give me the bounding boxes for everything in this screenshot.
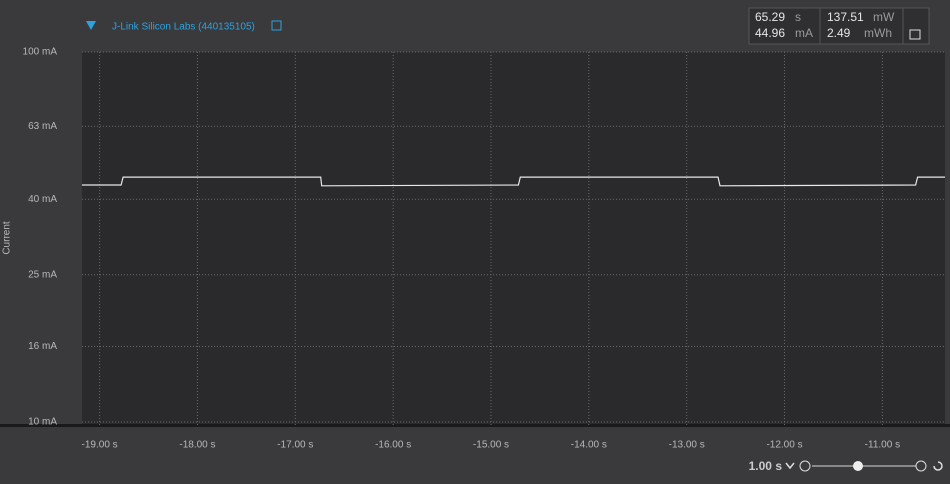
y-tick-label: 63 mA — [28, 121, 57, 132]
stat-unit: mWh — [864, 26, 892, 40]
plot-area — [82, 52, 945, 425]
y-tick-label: 25 mA — [28, 269, 57, 280]
device-menu[interactable] — [271, 20, 282, 31]
zoom-out[interactable] — [799, 460, 811, 472]
y-tick-label: 16 mA — [28, 341, 57, 352]
stat-value: 65.29 — [755, 10, 785, 24]
stat-value: 137.51 — [827, 10, 864, 24]
stat-unit: mW — [873, 10, 895, 24]
device-name[interactable]: J-Link Silicon Labs (440135105) — [112, 22, 255, 33]
x-tick-label: -15.00 s — [473, 440, 509, 451]
zoom-label: 1.00 s — [749, 459, 783, 473]
y-tick-label: 100 mA — [23, 47, 58, 58]
export-button[interactable] — [909, 29, 921, 40]
y-tick-label: 40 mA — [28, 194, 57, 205]
zoom-slider[interactable] — [853, 461, 863, 471]
zoom-menu[interactable] — [785, 462, 795, 470]
stat-value: 44.96 — [755, 26, 785, 40]
x-tick-label: -11.00 s — [865, 440, 900, 451]
y-axis-label: Current — [2, 221, 13, 255]
stat-value: 2.49 — [827, 26, 851, 40]
x-tick-label: -16.00 s — [375, 440, 411, 451]
zoom-in[interactable] — [915, 460, 927, 472]
collapse-icon[interactable] — [86, 21, 96, 30]
x-tick-label: -13.00 s — [669, 440, 705, 451]
y-tick-label: 10 mA — [28, 417, 57, 428]
stat-unit: mA — [795, 26, 813, 40]
stat-unit: s — [795, 10, 801, 24]
x-tick-label: -12.00 s — [766, 440, 802, 451]
x-tick-label: -18.00 s — [179, 440, 215, 451]
stats-box — [748, 7, 930, 45]
x-tick-label: -14.00 s — [571, 440, 607, 451]
current-trace — [82, 176, 945, 187]
x-tick-label: -17.00 s — [277, 440, 313, 451]
reset-zoom[interactable] — [933, 461, 943, 471]
x-tick-label: -19.00 s — [82, 440, 118, 451]
